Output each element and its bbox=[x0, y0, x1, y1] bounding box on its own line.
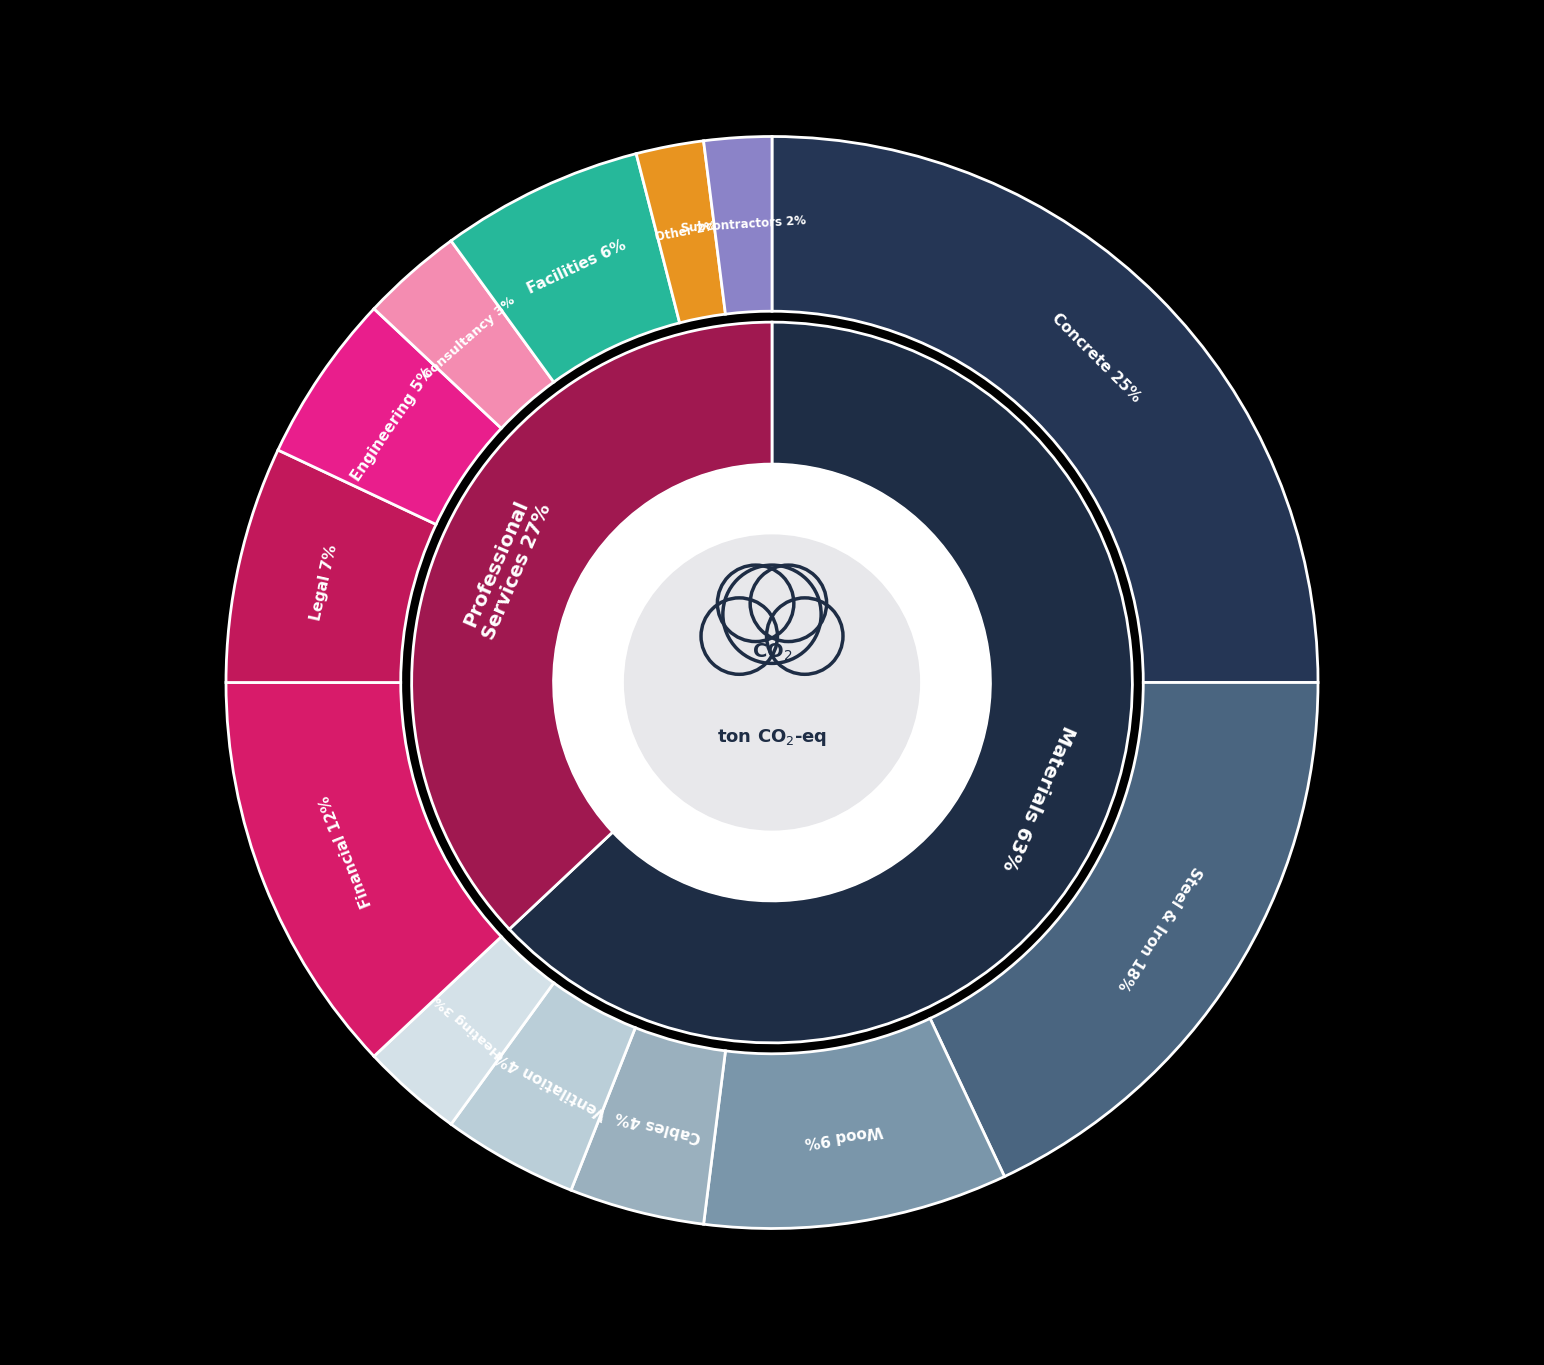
Text: Professional
Services 27%: Professional Services 27% bbox=[459, 493, 554, 643]
Text: Facilities 6%: Facilities 6% bbox=[525, 238, 628, 298]
Text: Legal 7%: Legal 7% bbox=[309, 543, 340, 622]
Wedge shape bbox=[374, 240, 554, 429]
Wedge shape bbox=[772, 136, 1319, 682]
Text: Subcontractors 2%: Subcontractors 2% bbox=[681, 214, 806, 235]
Text: Concrete 25%: Concrete 25% bbox=[1048, 311, 1144, 405]
Wedge shape bbox=[929, 682, 1319, 1177]
Text: Heating 3%: Heating 3% bbox=[432, 994, 505, 1059]
Text: Other 2%: Other 2% bbox=[655, 220, 718, 244]
Wedge shape bbox=[704, 136, 772, 314]
Circle shape bbox=[766, 598, 843, 674]
Text: Financial 12%: Financial 12% bbox=[317, 793, 375, 909]
Wedge shape bbox=[704, 1018, 1005, 1228]
Circle shape bbox=[723, 565, 821, 663]
Circle shape bbox=[701, 598, 778, 674]
Text: Ventilation 4%: Ventilation 4% bbox=[493, 1048, 610, 1121]
Wedge shape bbox=[510, 322, 1132, 1043]
Wedge shape bbox=[374, 936, 554, 1125]
Wedge shape bbox=[571, 1028, 726, 1224]
Text: Consultancy 3%: Consultancy 3% bbox=[420, 295, 517, 382]
Text: Steel & Iron 18%: Steel & Iron 18% bbox=[1115, 864, 1204, 994]
Wedge shape bbox=[225, 682, 502, 1057]
Text: CO$_2$: CO$_2$ bbox=[752, 642, 792, 663]
Wedge shape bbox=[636, 141, 726, 324]
Wedge shape bbox=[278, 308, 502, 524]
Circle shape bbox=[718, 565, 794, 642]
Wedge shape bbox=[451, 154, 679, 382]
Circle shape bbox=[750, 565, 826, 642]
Circle shape bbox=[625, 535, 919, 830]
Text: Wood 9%: Wood 9% bbox=[803, 1122, 883, 1149]
Text: Cables 4%: Cables 4% bbox=[613, 1108, 703, 1145]
Text: ton CO$_2$-eq: ton CO$_2$-eq bbox=[716, 726, 828, 748]
Wedge shape bbox=[412, 322, 772, 930]
Wedge shape bbox=[451, 983, 635, 1190]
Text: Materials 63%: Materials 63% bbox=[997, 722, 1078, 872]
Text: Engineering 5%: Engineering 5% bbox=[349, 364, 437, 485]
Circle shape bbox=[554, 464, 990, 901]
Wedge shape bbox=[225, 450, 435, 682]
